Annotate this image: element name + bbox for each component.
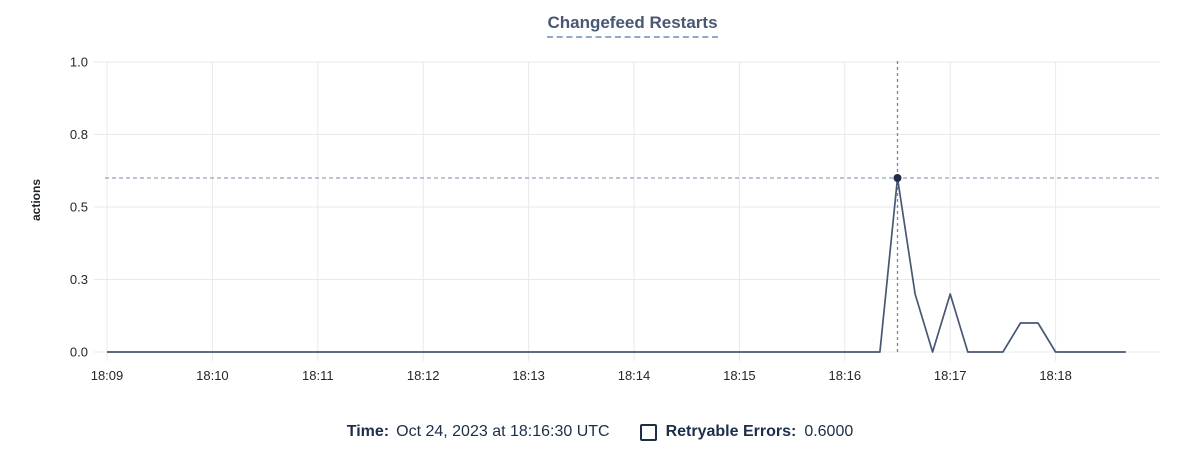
- y-tick-label: 0.5: [70, 200, 88, 215]
- x-tick-label: 18:10: [196, 368, 229, 383]
- crosshair-dot: [893, 174, 902, 182]
- legend-series-label: Retryable Errors:: [665, 423, 797, 440]
- x-tick-label: 18:18: [1039, 368, 1072, 383]
- x-tick-label: 18:15: [723, 368, 756, 383]
- x-tick-label: 18:16: [829, 368, 862, 383]
- plot-area[interactable]: 0.0 0.3 0.5 0.8 1.0 18:09 18:10 18:11 18:12 18:13…: [0, 0, 1200, 400]
- x-tick-label: 18:12: [407, 368, 440, 383]
- legend-time-value: Oct 24, 2023 at 18:16:30 UTC: [396, 423, 610, 440]
- chart-title[interactable]: Changefeed Restarts: [547, 13, 718, 38]
- x-tick-label: 18:09: [91, 368, 124, 383]
- x-tick-label: 18:17: [934, 368, 967, 383]
- legend-time-label: Time:: [346, 423, 390, 440]
- y-tick-label: 1.0: [70, 55, 88, 70]
- hover-legend: Time: Oct 24, 2023 at 18:16:30 UTC Retry…: [0, 417, 1200, 447]
- chart-header: Changefeed Restarts: [105, 13, 1160, 38]
- y-tick-label: 0.0: [70, 345, 88, 360]
- y-tick-label: 0.8: [70, 127, 88, 142]
- x-tick-label: 18:13: [512, 368, 545, 383]
- legend-series-value: 0.6000: [804, 423, 854, 440]
- series-checkbox-icon: [639, 423, 657, 441]
- x-tick-label: 18:11: [302, 368, 334, 383]
- x-tick-label: 18:14: [618, 368, 651, 383]
- y-tick-label: 0.3: [70, 272, 88, 287]
- series-line-retryable-errors: [107, 177, 1126, 353]
